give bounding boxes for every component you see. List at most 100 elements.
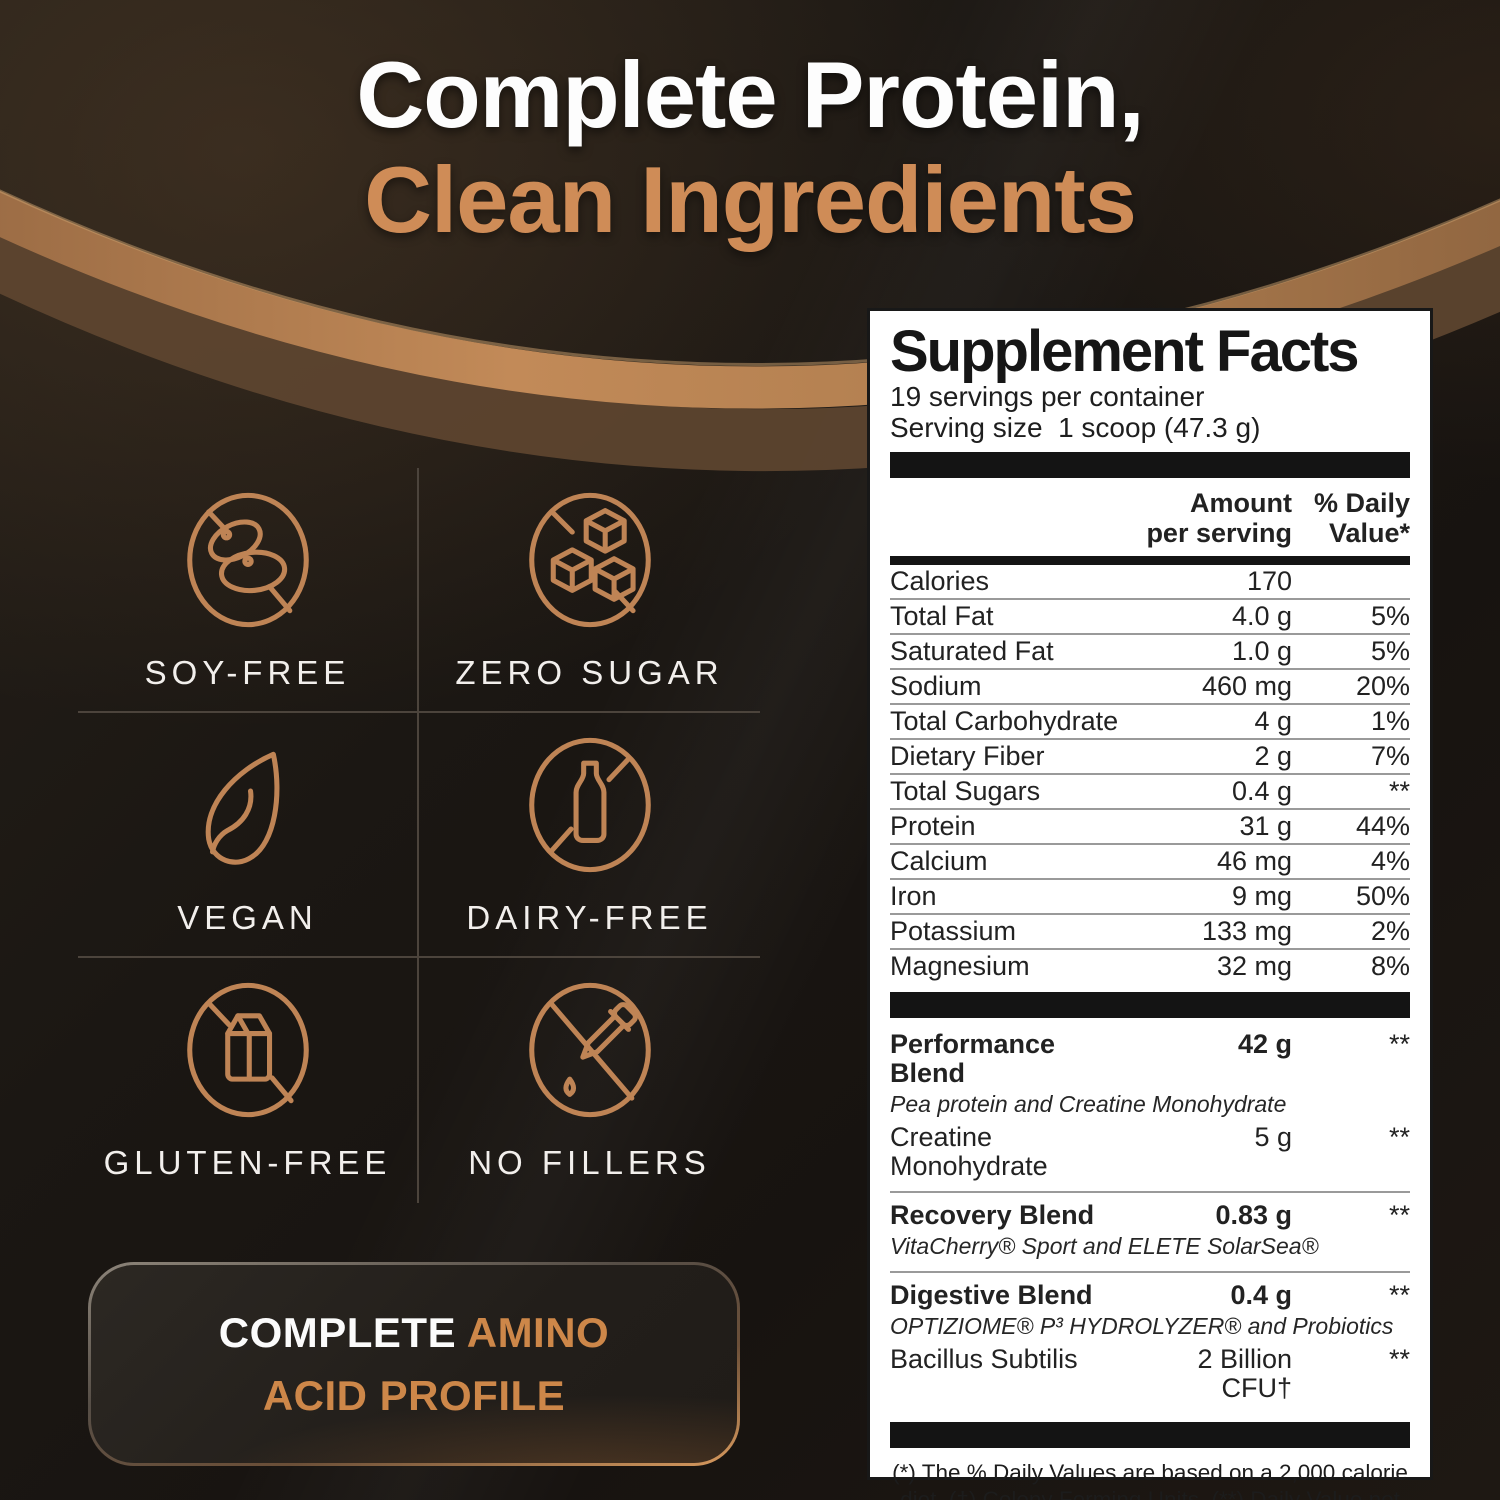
nutrient-amount: 0.4 g [1230, 1280, 1292, 1310]
feature-label: ZERO SUGAR [455, 654, 724, 691]
no-fillers-icon [514, 970, 666, 1130]
nutrient-daily-value: 7% [1370, 741, 1410, 771]
nutrient-rows: Calories 170 Total Fat 4.0 g 5% Saturated Fat… [890, 565, 1410, 983]
zero-sugar-icon [514, 480, 666, 640]
column-headers: Amount per serving % Daily Value* [890, 478, 1410, 556]
feature-label: VEGAN [177, 899, 318, 936]
footnote-line: (*) The % Daily Values are based on a 2,… [892, 1460, 1408, 1485]
serving-size: Serving size 1 scoop (47.3 g) [890, 412, 1261, 443]
feature-dairy-free: DAIRY-FREE [419, 713, 760, 958]
nutrient-name: Digestive Blend [890, 1280, 1093, 1310]
gluten-free-icon [172, 970, 324, 1130]
vegan-leaf-icon [172, 725, 324, 885]
nutrient-name: Total Fat [890, 601, 994, 631]
amino-badge-white-text: COMPLETE [218, 1309, 457, 1356]
supplement-facts-title: Supplement Facts [890, 319, 1360, 384]
nutrient-amount: 4.0 g [1231, 601, 1292, 631]
nutrient-row: Recovery Blend 0.83 g ** [890, 1199, 1410, 1232]
nutrient-row: Iron 9 mg 50% [890, 878, 1410, 913]
nutrient-row: Sodium 460 mg 20% [890, 668, 1410, 703]
nutrient-daily-value: 5% [1370, 636, 1410, 666]
nutrient-name: Sodium [890, 671, 982, 701]
nutrient-amount: 5 g [1254, 1122, 1292, 1152]
nutrient-row: Protein 31 g 44% [890, 808, 1410, 843]
footnote-line: diet. (†) Colony Forming Units. (**) Dai… [900, 1486, 1400, 1500]
feature-badges-grid: SOY-FREE ZERO SUGAR VEGAN DAIRY-FREE GLUTEN-… [78, 468, 760, 1203]
blend-rows: Performance Blend 42 g ** Pea protein and C… [890, 1022, 1410, 1413]
blend-group: Digestive Blend 0.4 g ** OPTIZIOME® P³ HYDR… [890, 1271, 1410, 1413]
nutrient-amount: 133 mg [1201, 916, 1292, 946]
divider-bar [890, 992, 1410, 1018]
nutrient-row: Calories 170 [890, 565, 1410, 598]
nutrient-amount: 2 g [1254, 741, 1292, 771]
nutrient-daily-value: 2% [1370, 916, 1410, 946]
servings-per-container: 19 servings per container [890, 381, 1205, 412]
nutrient-amount: 31 g [1239, 811, 1292, 841]
feature-label: GLUTEN-FREE [103, 1144, 392, 1181]
nutrient-amount: 0.4 g [1231, 776, 1292, 806]
nutrient-amount: 0.83 g [1215, 1200, 1292, 1230]
nutrient-row: Creatine Monohydrate 5 g ** [890, 1121, 1410, 1183]
nutrient-name: Performance Blend [890, 1029, 1056, 1088]
blend-ingredients: OPTIZIOME® P³ HYDROLYZER® and Probiotics [890, 1313, 1394, 1339]
nutrient-amount: 2 Billion CFU† [1197, 1344, 1292, 1403]
footnotes: (*) The % Daily Values are based on a 2,… [890, 1460, 1410, 1500]
feature-label: SOY-FREE [144, 654, 351, 691]
feature-label: NO FILLERS [468, 1144, 711, 1181]
amino-badge-orange-text: AMINO ACID PROFILE [262, 1309, 610, 1419]
amino-acid-badge-text: COMPLETE AMINO ACID PROFILE [164, 1301, 664, 1427]
nutrient-amount: 460 mg [1201, 671, 1292, 701]
nutrient-name: Calcium [890, 846, 988, 876]
nutrient-daily-value: ** [1388, 1029, 1410, 1059]
nutrient-row: Calcium 46 mg 4% [890, 843, 1410, 878]
nutrient-daily-value: ** [1388, 1280, 1410, 1310]
nutrient-amount: 46 mg [1216, 846, 1292, 876]
nutrient-row: Bacillus Subtilis 2 Billion CFU† ** [890, 1343, 1410, 1405]
nutrient-daily-value: 44% [1355, 811, 1410, 841]
nutrient-name: Protein [890, 811, 976, 841]
page-title: Complete Protein, Clean Ingredients [0, 42, 1500, 253]
nutrient-daily-value: 5% [1370, 601, 1410, 631]
nutrient-daily-value: 1% [1370, 706, 1410, 736]
nutrient-name: Total Carbohydrate [890, 706, 1119, 736]
nutrient-daily-value: ** [1388, 1200, 1410, 1230]
divider-bar [890, 452, 1410, 478]
nutrient-row: Total Fat 4.0 g 5% [890, 598, 1410, 633]
page-title-line1: Complete Protein, [356, 42, 1144, 147]
blend-group: Performance Blend 42 g ** Pea protein and C… [890, 1022, 1410, 1191]
supplement-facts-panel: Supplement Facts 19 servings per contain… [867, 308, 1433, 1500]
amino-acid-badge-inner: COMPLETE AMINO ACID PROFILE [91, 1265, 737, 1463]
nutrient-row: Digestive Blend 0.4 g ** [890, 1279, 1410, 1312]
nutrient-daily-value: 8% [1370, 951, 1410, 981]
page-title-line2: Clean Ingredients [364, 147, 1137, 253]
column-header-daily-value: % Daily Value* [1313, 488, 1410, 548]
nutrient-row: Total Carbohydrate 4 g 1% [890, 703, 1410, 738]
nutrient-daily-value: ** [1388, 1122, 1410, 1152]
nutrient-daily-value: ** [1388, 1344, 1410, 1374]
blend-group: Recovery Blend 0.83 g ** VitaCherry® Sport … [890, 1191, 1410, 1271]
nutrient-daily-value: 50% [1355, 881, 1410, 911]
nutrient-amount: 32 mg [1216, 951, 1292, 981]
nutrient-row: Dietary Fiber 2 g 7% [890, 738, 1410, 773]
divider-bar [890, 1422, 1410, 1448]
nutrient-name: Potassium [890, 916, 1017, 946]
nutrient-name: Saturated Fat [890, 636, 1054, 666]
nutrient-amount: 4 g [1254, 706, 1292, 736]
nutrient-name: Recovery Blend [890, 1200, 1095, 1230]
feature-no-fillers: NO FILLERS [419, 958, 760, 1203]
nutrient-row: Potassium 133 mg 2% [890, 913, 1410, 948]
feature-gluten-free: GLUTEN-FREE [78, 958, 419, 1203]
soy-free-icon [172, 480, 324, 640]
nutrient-name: Calories [890, 566, 990, 596]
nutrient-amount: 1.0 g [1231, 636, 1292, 666]
nutrient-row: Saturated Fat 1.0 g 5% [890, 633, 1410, 668]
nutrient-row: Performance Blend 42 g ** [890, 1028, 1410, 1090]
blend-ingredients: Pea protein and Creatine Monohydrate [890, 1091, 1287, 1117]
nutrient-amount: 42 g [1237, 1029, 1292, 1059]
blend-ingredients: VitaCherry® Sport and ELETE SolarSea® [890, 1233, 1319, 1259]
nutrient-daily-value [1292, 567, 1410, 596]
nutrient-name: Magnesium [890, 951, 1030, 981]
dairy-free-icon [514, 725, 666, 885]
nutrient-row: Magnesium 32 mg 8% [890, 948, 1410, 983]
